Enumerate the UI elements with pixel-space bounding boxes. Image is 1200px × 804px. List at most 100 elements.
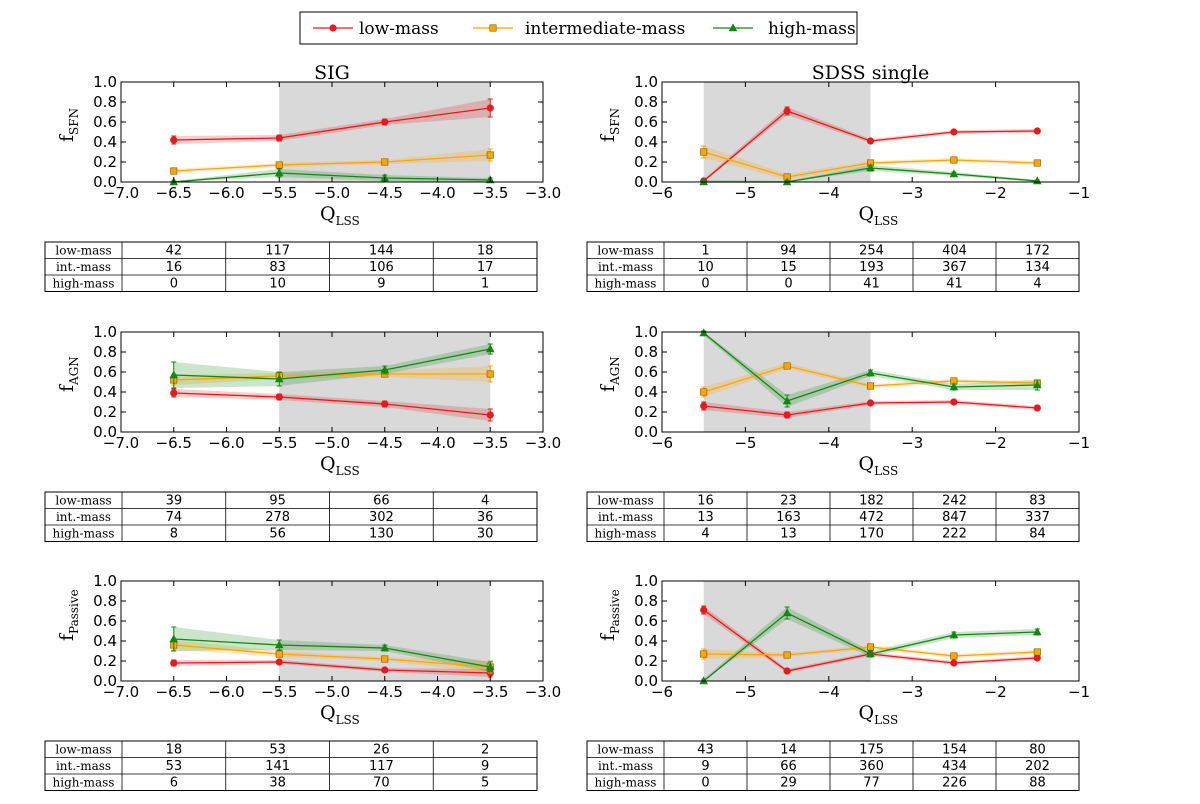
x-axis-title-sub: LSS xyxy=(874,713,898,727)
x-tick-label: −5 xyxy=(734,434,756,452)
y-tick-label: 0.0 xyxy=(634,173,658,191)
series-line-inter xyxy=(173,154,491,172)
plot-frame xyxy=(661,81,1080,183)
x-tick-label: −3.0 xyxy=(525,434,561,452)
y-tick-label: 0.8 xyxy=(634,343,658,361)
table-cell: 30 xyxy=(477,527,494,542)
marker-triangle xyxy=(380,643,390,652)
marker-circle xyxy=(1033,127,1041,135)
marker-circle xyxy=(381,118,389,126)
x-tick-label: −4 xyxy=(818,683,840,701)
marker-square xyxy=(783,651,791,659)
table-cell: 254 xyxy=(859,244,884,259)
data-point-low xyxy=(700,401,708,411)
marker-triangle xyxy=(782,396,792,405)
table-cell: 337 xyxy=(1025,510,1050,525)
table-cell: 66 xyxy=(780,759,797,774)
table-cell: 83 xyxy=(269,260,286,275)
marker-triangle xyxy=(274,640,284,649)
table-cell: 302 xyxy=(369,510,394,525)
x-tick-label: −6.5 xyxy=(156,184,192,202)
table-cell: 10 xyxy=(697,260,714,275)
data-point-inter xyxy=(381,655,389,663)
table-row-label: int.-mass xyxy=(598,510,653,524)
panel-title: SIG xyxy=(314,62,350,84)
y-tick-label: 0.6 xyxy=(634,363,658,381)
marker-triangle xyxy=(485,344,495,353)
table-cell: 70 xyxy=(373,776,390,791)
y-axis-title: fSFN xyxy=(56,108,81,142)
x-tick-label: −3.0 xyxy=(525,184,561,202)
table-cell: 0 xyxy=(784,277,792,292)
y-axis-title: fAGN xyxy=(56,356,81,392)
marker-triangle xyxy=(1032,627,1042,636)
data-point-inter xyxy=(783,362,791,370)
table-cell: 10 xyxy=(269,277,286,292)
y-tick-label: 1.0 xyxy=(634,572,658,590)
data-point-inter xyxy=(866,643,874,651)
x-tick-label: −4.5 xyxy=(367,184,403,202)
data-point-inter xyxy=(700,145,708,159)
table-cell: 17 xyxy=(477,260,494,275)
x-axis-title: QLSS xyxy=(859,453,899,478)
table-frame xyxy=(44,241,538,292)
marker-square xyxy=(486,370,494,378)
x-tick-label: −5.5 xyxy=(261,683,297,701)
data-point-low xyxy=(866,137,875,145)
marker-square xyxy=(700,650,708,658)
y-tick-label: 1.0 xyxy=(93,323,117,341)
legend-box xyxy=(299,11,858,45)
table-cell: 53 xyxy=(269,743,286,758)
y-tick-label: 0.4 xyxy=(634,133,658,151)
y-axis-title: fSFN xyxy=(597,108,622,142)
panel-sig-agn: −7.0 −6.5 −6.0 −5.5 −5.0 −4.5 −4.0 −3.5 −3.0 0.0 0… xyxy=(44,323,561,542)
x-tick-label: −2 xyxy=(985,683,1007,701)
marker-square xyxy=(700,388,708,396)
y-axis-title-sub: Passive xyxy=(67,589,81,634)
data-point-low xyxy=(1033,654,1041,662)
table-cell: 84 xyxy=(1029,527,1046,542)
table-cell: 1 xyxy=(481,277,489,292)
x-axis-title-sub: LSS xyxy=(336,464,360,478)
panel-sdss-agn: −6 −5 −4 −3 −2 −1 0.0 0.2 0.4 0.6 0.8 1.0 QLSS fAGN lo… xyxy=(586,323,1090,542)
y-tick-label: 0.6 xyxy=(634,113,658,131)
table-cell: 88 xyxy=(1029,776,1046,791)
legend-item-high: high-mass xyxy=(713,19,856,39)
table-cell: 144 xyxy=(369,244,394,259)
data-point-high xyxy=(274,639,284,651)
panels: −7.0 −6.5 −6.0 −5.5 −5.0 −4.5 −4.0 −3.5 −3.0 0.0 0… xyxy=(44,62,1090,791)
marker-circle xyxy=(486,104,494,112)
table-cell: 53 xyxy=(166,759,183,774)
legend-label: intermediate-mass xyxy=(525,19,685,39)
data-point-low xyxy=(381,400,389,408)
x-tick-label: −6.0 xyxy=(208,683,244,701)
table-row-label: high-mass xyxy=(53,776,115,790)
y-tick-label: 0.8 xyxy=(93,592,117,610)
data-point-low xyxy=(170,388,178,398)
marker-triangle xyxy=(866,368,875,377)
data-point-high xyxy=(274,371,284,387)
count-table: low-mass 42 117 144 18 int.-mass 16 83 106 17 high… xyxy=(44,241,538,292)
marker-triangle xyxy=(949,169,959,178)
y-tick-label: 0.6 xyxy=(93,113,117,131)
x-tick-label: −6.5 xyxy=(156,434,192,452)
y-tick-label: 0.2 xyxy=(634,652,658,670)
data-point-low xyxy=(275,134,283,142)
table-cell: 130 xyxy=(369,527,394,542)
marker-circle xyxy=(783,411,791,419)
x-tick-label: −3 xyxy=(901,184,923,202)
legend-marker-circle xyxy=(329,24,337,32)
table-row-label: high-mass xyxy=(595,776,657,790)
table-cell: 193 xyxy=(859,260,884,275)
table-cell: 83 xyxy=(1029,494,1046,509)
y-tick-label: 0.2 xyxy=(634,153,658,171)
data-point-low xyxy=(1033,127,1041,135)
data-point-high xyxy=(866,163,875,172)
x-axis-title-sub: LSS xyxy=(874,464,898,478)
data-point-high xyxy=(169,626,179,652)
error-band-low xyxy=(173,389,491,421)
x-tick-label: −4 xyxy=(818,434,840,452)
table-cell: 42 xyxy=(166,244,183,259)
data-point-inter xyxy=(275,650,283,658)
x-tick-label: −2 xyxy=(985,184,1007,202)
